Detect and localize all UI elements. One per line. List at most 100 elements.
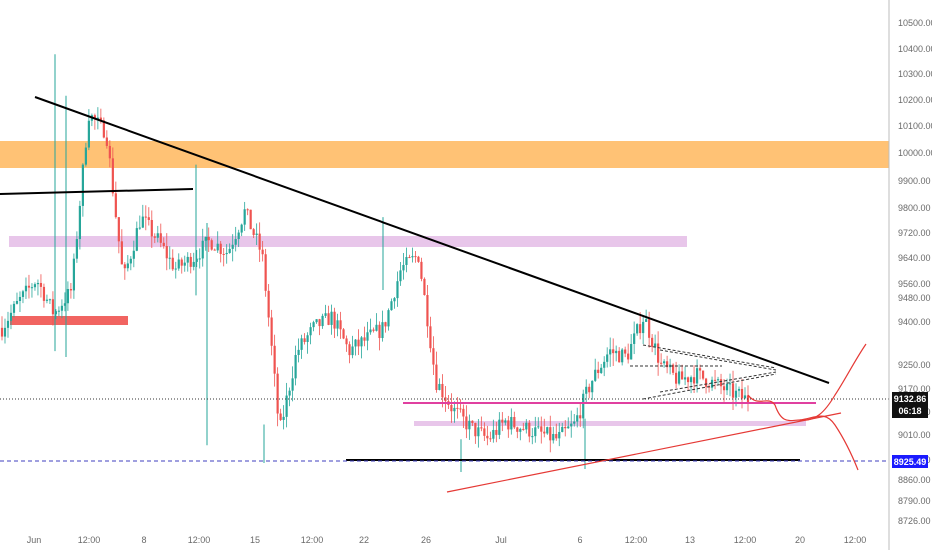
candle-body bbox=[645, 319, 648, 322]
candle-body bbox=[219, 243, 222, 254]
candle-body bbox=[492, 429, 495, 439]
candle-body bbox=[429, 326, 432, 349]
candle-body bbox=[222, 253, 225, 255]
candle-body bbox=[189, 256, 192, 267]
candle-body bbox=[704, 378, 708, 387]
candle-body bbox=[309, 327, 312, 336]
candle-body bbox=[663, 361, 666, 364]
candle-body bbox=[252, 229, 255, 235]
candle-body bbox=[96, 117, 99, 119]
candle-body bbox=[108, 145, 111, 159]
candle-body bbox=[330, 311, 333, 325]
candle-body bbox=[186, 256, 189, 263]
candle-body bbox=[78, 205, 81, 240]
candle-body bbox=[21, 291, 25, 297]
candle-body bbox=[84, 147, 87, 165]
candle-body bbox=[234, 239, 237, 245]
candle-body bbox=[402, 264, 405, 271]
candle-body bbox=[558, 431, 561, 439]
candle-body bbox=[141, 216, 144, 228]
candle-body bbox=[588, 386, 591, 393]
candle-body bbox=[666, 361, 669, 368]
candle-body bbox=[498, 419, 501, 435]
candle-body bbox=[180, 259, 183, 266]
x-tick-label: 6 bbox=[577, 535, 582, 545]
candle-body bbox=[459, 408, 462, 410]
candle-body bbox=[689, 377, 693, 383]
candle-body bbox=[683, 377, 687, 380]
y-tick-label: 9560.00 bbox=[898, 279, 931, 289]
candle-body bbox=[285, 395, 288, 417]
candle-body bbox=[561, 426, 564, 432]
candle-body bbox=[396, 281, 399, 299]
candle-body bbox=[240, 224, 243, 233]
candle-body bbox=[162, 242, 165, 247]
x-tick-label: 12:00 bbox=[734, 535, 757, 545]
candle-body bbox=[486, 435, 489, 439]
candle-body bbox=[282, 416, 285, 420]
candle-body bbox=[692, 377, 696, 384]
candle-body bbox=[273, 345, 276, 374]
candle-body bbox=[390, 301, 393, 311]
candle-body bbox=[324, 313, 327, 316]
candle-body bbox=[698, 368, 702, 371]
candle-body bbox=[603, 361, 606, 368]
candle-body bbox=[45, 299, 49, 301]
candle-body bbox=[456, 407, 459, 409]
y-tick-label: 10300.00 bbox=[898, 69, 932, 79]
current-price-badge: 9132.86 06:18 bbox=[892, 392, 928, 418]
y-tick-label: 8860.00 bbox=[898, 475, 931, 485]
candle-body bbox=[585, 386, 588, 394]
candle-body bbox=[579, 415, 582, 419]
candle-body bbox=[438, 383, 441, 390]
candle-body bbox=[573, 421, 576, 424]
y-tick-label: 9010.00 bbox=[898, 430, 931, 440]
candle-body bbox=[129, 258, 132, 264]
y-tick-label: 9720.00 bbox=[898, 228, 931, 238]
y-tick-label: 9250.00 bbox=[898, 360, 931, 370]
x-tick-label: 12:00 bbox=[625, 535, 648, 545]
candle-body bbox=[231, 244, 234, 249]
candle-body bbox=[513, 417, 516, 428]
pink-zone-lower bbox=[414, 421, 806, 426]
candle-body bbox=[117, 217, 120, 242]
candle-body bbox=[462, 408, 465, 417]
candle-body bbox=[261, 249, 264, 255]
candle-body bbox=[177, 259, 180, 269]
candle-body bbox=[60, 305, 64, 311]
candle-body bbox=[297, 349, 300, 355]
x-tick-label: 20 bbox=[795, 535, 805, 545]
candle-body bbox=[369, 329, 372, 333]
candle-body bbox=[303, 338, 306, 342]
candle-body bbox=[198, 258, 201, 260]
candle-body bbox=[555, 433, 558, 439]
candle-body bbox=[627, 353, 630, 360]
candle-body bbox=[677, 371, 681, 384]
candle-body bbox=[126, 263, 129, 269]
candle-body bbox=[312, 322, 315, 328]
candle-body bbox=[111, 158, 114, 194]
candle-body bbox=[489, 438, 492, 440]
candle-body bbox=[156, 233, 159, 238]
x-tick-label: 13 bbox=[685, 535, 695, 545]
candle-body bbox=[327, 313, 330, 325]
candle-body bbox=[483, 428, 486, 436]
candle-body bbox=[333, 311, 336, 329]
candle-body bbox=[743, 395, 747, 399]
candle-body bbox=[18, 296, 22, 301]
x-tick-label: Jul bbox=[495, 535, 507, 545]
candle-body bbox=[642, 321, 645, 334]
candle-body bbox=[12, 303, 16, 313]
candle-body bbox=[624, 349, 627, 354]
x-tick-label: 12:00 bbox=[78, 535, 101, 545]
candle-body bbox=[411, 256, 414, 258]
projected-path-down bbox=[799, 415, 859, 471]
candle-body bbox=[477, 427, 480, 437]
candle-body bbox=[246, 209, 249, 211]
candle-body bbox=[435, 364, 438, 390]
candle-body bbox=[159, 233, 162, 243]
candle-body bbox=[672, 364, 675, 373]
candle-body bbox=[597, 369, 600, 374]
x-tick-label: 8 bbox=[141, 535, 146, 545]
